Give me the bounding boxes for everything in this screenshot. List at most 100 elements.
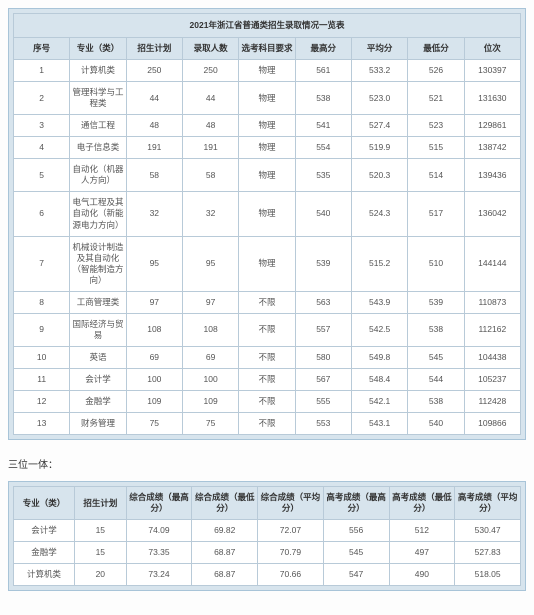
table-cell: 109866 xyxy=(464,413,520,435)
table-cell: 110873 xyxy=(464,291,520,313)
table-cell: 69.82 xyxy=(192,520,258,542)
table-cell: 545 xyxy=(323,542,389,564)
table-cell: 547 xyxy=(323,564,389,586)
table-cell: 527.4 xyxy=(351,115,407,137)
table-cell: 5 xyxy=(14,159,70,192)
table-cell: 554 xyxy=(295,137,351,159)
table-row: 7机械设计制造及其自动化（智能制造方向）9595物理539515.2510144… xyxy=(14,236,521,291)
table-cell: 545 xyxy=(408,346,464,368)
table-cell: 财务管理 xyxy=(70,413,126,435)
table-cell: 515.2 xyxy=(351,236,407,291)
table-cell: 542.5 xyxy=(351,313,407,346)
table-cell: 523 xyxy=(408,115,464,137)
table-cell: 561 xyxy=(295,60,351,82)
table-cell: 电子信息类 xyxy=(70,137,126,159)
table-cell: 542.1 xyxy=(351,390,407,412)
table-cell: 3 xyxy=(14,115,70,137)
table-cell: 英语 xyxy=(70,346,126,368)
table-cell: 563 xyxy=(295,291,351,313)
table-cell: 497 xyxy=(389,542,455,564)
table-cell: 538 xyxy=(295,82,351,115)
table-row: 会计学1574.0969.8272.07556512530.47 xyxy=(14,520,521,542)
table-cell: 523.0 xyxy=(351,82,407,115)
sanwei-table: 专业（类） 招生计划 综合成绩（最高分） 综合成绩（最低分） 综合成绩（平均分）… xyxy=(13,486,521,586)
table-cell: 9 xyxy=(14,313,70,346)
table-cell: 70.66 xyxy=(258,564,324,586)
table-cell: 108 xyxy=(182,313,238,346)
table-cell: 物理 xyxy=(239,115,295,137)
table-row: 11会计学100100不限567548.4544105237 xyxy=(14,368,521,390)
table-cell: 管理科学与工程类 xyxy=(70,82,126,115)
th-rank: 位次 xyxy=(464,38,520,60)
table2-header-row: 专业（类） 招生计划 综合成绩（最高分） 综合成绩（最低分） 综合成绩（平均分）… xyxy=(14,487,521,520)
table-cell: 计算机类 xyxy=(70,60,126,82)
table-cell: 112162 xyxy=(464,313,520,346)
th-min: 最低分 xyxy=(408,38,464,60)
table-cell: 73.35 xyxy=(126,542,192,564)
th-enroll: 录取人数 xyxy=(182,38,238,60)
table-cell: 通信工程 xyxy=(70,115,126,137)
table-cell: 540 xyxy=(295,192,351,236)
table-cell: 不限 xyxy=(239,413,295,435)
table-row: 1计算机类250250物理561533.2526130397 xyxy=(14,60,521,82)
table-cell: 539 xyxy=(295,236,351,291)
table-cell: 527.83 xyxy=(455,542,521,564)
table-cell: 112428 xyxy=(464,390,520,412)
th-subject: 选考科目要求 xyxy=(239,38,295,60)
th2-gk-avg: 高考成绩（平均分） xyxy=(455,487,521,520)
table-cell: 543.9 xyxy=(351,291,407,313)
table-cell: 108 xyxy=(126,313,182,346)
table-cell: 电气工程及其自动化（新能源电力方向） xyxy=(70,192,126,236)
table-cell: 553 xyxy=(295,413,351,435)
th2-comp-max: 综合成绩（最高分） xyxy=(126,487,192,520)
table-row: 12金融学109109不限555542.1538112428 xyxy=(14,390,521,412)
th2-comp-min: 综合成绩（最低分） xyxy=(192,487,258,520)
table-cell: 515 xyxy=(408,137,464,159)
table-cell: 2 xyxy=(14,82,70,115)
table-row: 3通信工程4848物理541527.4523129861 xyxy=(14,115,521,137)
table-cell: 191 xyxy=(126,137,182,159)
table-cell: 会计学 xyxy=(14,520,75,542)
table-cell: 250 xyxy=(182,60,238,82)
table-cell: 549.8 xyxy=(351,346,407,368)
table-cell: 金融学 xyxy=(14,542,75,564)
table-cell: 138742 xyxy=(464,137,520,159)
table-cell: 538 xyxy=(408,313,464,346)
table-row: 13财务管理7575不限553543.1540109866 xyxy=(14,413,521,435)
table-cell: 543.1 xyxy=(351,413,407,435)
table-cell: 物理 xyxy=(239,60,295,82)
table-cell: 68.87 xyxy=(192,542,258,564)
table-cell: 20 xyxy=(75,564,127,586)
table-cell: 58 xyxy=(182,159,238,192)
table-cell: 69 xyxy=(182,346,238,368)
table-cell: 74.09 xyxy=(126,520,192,542)
table-cell: 不限 xyxy=(239,313,295,346)
table-cell: 70.79 xyxy=(258,542,324,564)
table-cell: 524.3 xyxy=(351,192,407,236)
table-cell: 69 xyxy=(126,346,182,368)
table-cell: 109 xyxy=(182,390,238,412)
table-cell: 工商管理类 xyxy=(70,291,126,313)
table-cell: 72.07 xyxy=(258,520,324,542)
table-cell: 物理 xyxy=(239,137,295,159)
table-cell: 物理 xyxy=(239,82,295,115)
th-avg: 平均分 xyxy=(351,38,407,60)
table-cell: 44 xyxy=(126,82,182,115)
table-cell: 不限 xyxy=(239,346,295,368)
table-cell: 机械设计制造及其自动化（智能制造方向） xyxy=(70,236,126,291)
table-cell: 不限 xyxy=(239,368,295,390)
table-cell: 191 xyxy=(182,137,238,159)
table-row: 10英语6969不限580549.8545104438 xyxy=(14,346,521,368)
table-cell: 100 xyxy=(126,368,182,390)
table-cell: 555 xyxy=(295,390,351,412)
table-cell: 1 xyxy=(14,60,70,82)
table-cell: 物理 xyxy=(239,192,295,236)
table-cell: 131630 xyxy=(464,82,520,115)
table-cell: 73.24 xyxy=(126,564,192,586)
table-cell: 510 xyxy=(408,236,464,291)
table-cell: 526 xyxy=(408,60,464,82)
table-cell: 535 xyxy=(295,159,351,192)
table-cell: 13 xyxy=(14,413,70,435)
table-cell: 136042 xyxy=(464,192,520,236)
table-cell: 不限 xyxy=(239,291,295,313)
